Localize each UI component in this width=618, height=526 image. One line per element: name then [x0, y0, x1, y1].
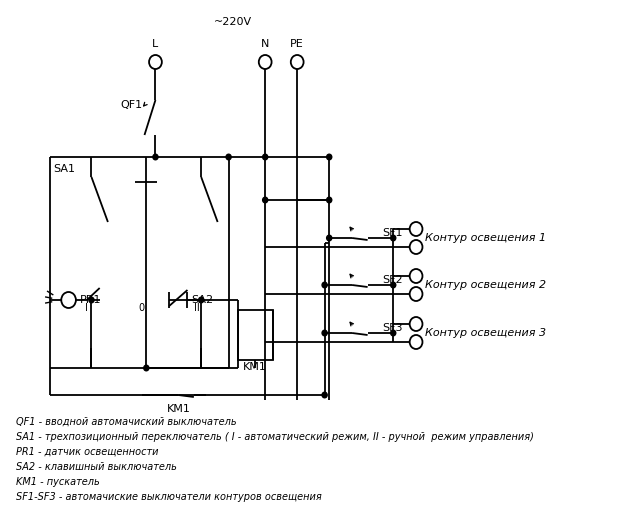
Text: KM1: KM1	[166, 404, 190, 414]
Text: 0: 0	[138, 303, 145, 313]
Circle shape	[226, 154, 231, 160]
Circle shape	[327, 235, 332, 241]
Circle shape	[144, 365, 149, 371]
Text: SA2: SA2	[191, 295, 213, 305]
Text: Контур освещения 1: Контур освещения 1	[425, 233, 546, 243]
Text: SF2: SF2	[383, 275, 403, 285]
Text: PE: PE	[290, 39, 304, 49]
Circle shape	[327, 197, 332, 203]
Circle shape	[327, 154, 332, 160]
Text: SA1: SA1	[53, 164, 75, 174]
Bar	[238, 310, 273, 360]
Text: QF1 - вводной автомачиский выключатель: QF1 - вводной автомачиский выключатель	[17, 417, 237, 427]
Circle shape	[322, 392, 327, 398]
Text: Контур освещения 2: Контур освещения 2	[425, 280, 546, 290]
Text: KM1: KM1	[243, 362, 267, 372]
Text: PR1: PR1	[80, 295, 101, 305]
Circle shape	[322, 282, 327, 288]
Text: I: I	[85, 303, 88, 313]
Text: PR1 - датчик освещенности: PR1 - датчик освещенности	[17, 447, 159, 457]
Circle shape	[322, 330, 327, 336]
Text: ~220V: ~220V	[214, 17, 252, 27]
Text: SA1 - трехпозиционный переключатель ( I - автоматический режим, II - ручной  реж: SA1 - трехпозиционный переключатель ( I …	[17, 432, 535, 442]
Circle shape	[263, 154, 268, 160]
Circle shape	[153, 154, 158, 160]
Text: SA2 - клавишный выключатель: SA2 - клавишный выключатель	[17, 462, 177, 472]
Text: QF1: QF1	[121, 100, 143, 110]
Text: KM1 - пускатель: KM1 - пускатель	[17, 477, 100, 487]
Circle shape	[263, 197, 268, 203]
Text: N: N	[261, 39, 269, 49]
Circle shape	[198, 297, 204, 303]
Text: L: L	[152, 39, 159, 49]
Text: SF1: SF1	[383, 228, 403, 238]
Text: SF3: SF3	[383, 323, 403, 333]
Circle shape	[89, 297, 94, 303]
Text: II: II	[193, 303, 200, 313]
Circle shape	[391, 282, 396, 288]
Text: SF1-SF3 - автомачиские выключатели контуров освещения: SF1-SF3 - автомачиские выключатели конту…	[17, 492, 322, 502]
Text: Контур освещения 3: Контур освещения 3	[425, 328, 546, 338]
Circle shape	[391, 330, 396, 336]
Circle shape	[391, 235, 396, 241]
